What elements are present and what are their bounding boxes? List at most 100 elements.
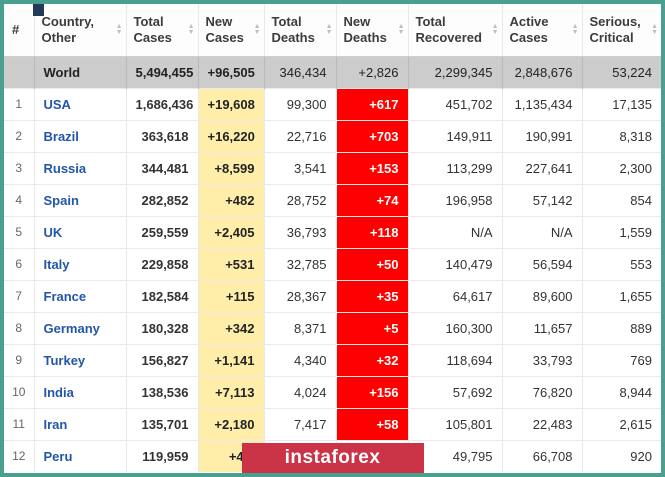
col-header-total-deaths[interactable]: Total Deaths ▲ ▼ xyxy=(263,4,336,57)
table-row: 6 Italy 229,858 +531 32,785 +50 140,479 56,594 5… xyxy=(4,247,661,280)
total-cases-cell: 363,618 xyxy=(125,119,198,152)
sort-icon[interactable]: ▲ ▼ xyxy=(115,22,123,36)
new-deaths-cell: +35 xyxy=(335,279,408,312)
country-link[interactable]: Peru xyxy=(43,448,73,464)
total-recovered-cell: 140,479 xyxy=(407,247,502,280)
col-header-active-cases-label: Active Cases xyxy=(509,13,549,45)
country-link[interactable]: Germany xyxy=(43,320,100,336)
col-header-country[interactable]: Country, Other ▲ ▼ xyxy=(33,4,126,57)
total-recovered-cell: 105,801 xyxy=(407,407,502,440)
rank-cell: 12 xyxy=(4,439,34,472)
country-link[interactable]: UK xyxy=(43,224,63,240)
col-header-rank-label: # xyxy=(12,21,20,37)
col-header-active-cases[interactable]: Active Cases ▲ ▼ xyxy=(501,4,582,57)
country-cell: Spain xyxy=(33,183,126,216)
active-cases-cell: N/A xyxy=(501,215,582,248)
total-cases-cell: 259,559 xyxy=(125,215,198,248)
total-cases-cell: 135,701 xyxy=(125,407,198,440)
total-cases-cell: 156,827 xyxy=(125,343,198,376)
total-recovered-cell: 196,958 xyxy=(407,183,502,216)
country-link[interactable]: USA xyxy=(43,96,71,112)
serious-critical-cell: 8,318 xyxy=(581,119,661,152)
serious-critical-cell: 53,224 xyxy=(581,55,661,88)
total-cases-cell: 180,328 xyxy=(125,311,198,344)
rank-cell: 8 xyxy=(4,311,34,344)
serious-critical-cell: 1,559 xyxy=(581,215,661,248)
country-cell: Russia xyxy=(33,151,126,184)
sort-icon[interactable]: ▲ ▼ xyxy=(397,22,405,36)
country-link[interactable]: Spain xyxy=(43,192,79,208)
col-header-serious-critical[interactable]: Serious, Critical ▲ ▼ xyxy=(581,4,661,57)
country-cell: Germany xyxy=(33,311,126,344)
total-cases-cell: 282,852 xyxy=(125,183,198,216)
new-deaths-cell: +74 xyxy=(335,183,408,216)
country-link[interactable]: France xyxy=(43,288,87,304)
total-deaths-cell: 99,300 xyxy=(263,87,336,120)
new-cases-cell: +7,113 xyxy=(197,375,264,408)
table-row: 8 Germany 180,328 +342 8,371 +5 160,300 11,657 8… xyxy=(4,311,661,344)
new-cases-cell: +96,505 xyxy=(197,55,264,88)
active-cases-cell: 11,657 xyxy=(501,311,582,344)
new-deaths-cell: +703 xyxy=(335,119,408,152)
active-cases-cell: 33,793 xyxy=(501,343,582,376)
table-row: 11 Iran 135,701 +2,180 7,417 +58 105,801 22,483… xyxy=(4,407,661,440)
col-header-total-cases[interactable]: Total Cases ▲ ▼ xyxy=(125,4,198,57)
serious-critical-cell: 920 xyxy=(581,439,661,472)
new-deaths-cell: +5 xyxy=(335,311,408,344)
world-row: World 5,494,455 +96,505 346,434 +2,826 2,299,… xyxy=(4,55,661,88)
country-cell: Brazil xyxy=(33,119,126,152)
table-row: 4 Spain 282,852 +482 28,752 +74 196,958 57,142 8… xyxy=(4,183,661,216)
country-cell: Italy xyxy=(33,247,126,280)
col-header-new-deaths-label: New Deaths xyxy=(343,13,387,45)
total-recovered-cell: N/A xyxy=(407,215,502,248)
total-deaths-cell: 346,434 xyxy=(263,55,336,88)
country-link[interactable]: Brazil xyxy=(43,128,79,144)
country-link[interactable]: Russia xyxy=(43,160,87,176)
covid-stats-table: # Country, Other ▲ ▼ Total Cases ▲ ▼ New C… xyxy=(4,4,661,472)
total-recovered-cell: 64,617 xyxy=(407,279,502,312)
active-cases-cell: 89,600 xyxy=(501,279,582,312)
sort-icon[interactable]: ▲ ▼ xyxy=(491,22,499,36)
country-link[interactable]: India xyxy=(43,384,74,400)
new-deaths-cell: +617 xyxy=(335,87,408,120)
new-cases-cell: +8,599 xyxy=(197,151,264,184)
country-link[interactable]: Iran xyxy=(43,416,68,432)
sort-icon[interactable]: ▲ ▼ xyxy=(253,22,261,36)
rank-cell: 3 xyxy=(4,151,34,184)
col-header-serious-critical-label: Serious, Critical xyxy=(589,13,641,45)
table-body: World 5,494,455 +96,505 346,434 +2,826 2,299,… xyxy=(4,55,661,472)
new-cases-cell: +342 xyxy=(197,311,264,344)
total-cases-cell: 1,686,436 xyxy=(125,87,198,120)
active-cases-cell: 227,641 xyxy=(501,151,582,184)
col-header-new-cases[interactable]: New Cases ▲ ▼ xyxy=(197,4,264,57)
sort-icon[interactable]: ▲ ▼ xyxy=(187,22,195,36)
sort-icon[interactable]: ▲ ▼ xyxy=(571,22,579,36)
col-header-rank: # xyxy=(4,4,34,57)
rank-cell: 9 xyxy=(4,343,34,376)
serious-critical-cell: 1,655 xyxy=(581,279,661,312)
col-header-country-label: Country, Other xyxy=(41,13,94,45)
rank-cell: 5 xyxy=(4,215,34,248)
rank-cell: 2 xyxy=(4,119,34,152)
country-cell: World xyxy=(33,55,126,88)
country-cell: Iran xyxy=(33,407,126,440)
total-recovered-cell: 113,299 xyxy=(407,151,502,184)
active-cases-cell: 190,991 xyxy=(501,119,582,152)
serious-critical-cell: 2,615 xyxy=(581,407,661,440)
country-cell: France xyxy=(33,279,126,312)
total-deaths-cell: 32,785 xyxy=(263,247,336,280)
new-cases-cell: +115 xyxy=(197,279,264,312)
col-header-new-deaths[interactable]: New Deaths ▲ ▼ xyxy=(335,4,408,57)
country-link[interactable]: Italy xyxy=(43,256,70,272)
total-recovered-cell: 149,911 xyxy=(407,119,502,152)
serious-critical-cell: 553 xyxy=(581,247,661,280)
sort-icon[interactable]: ▲ ▼ xyxy=(325,22,333,36)
new-deaths-cell: +118 xyxy=(335,215,408,248)
col-header-total-recovered[interactable]: Total Recovered ▲ ▼ xyxy=(407,4,502,57)
serious-critical-cell: 889 xyxy=(581,311,661,344)
sort-icon[interactable]: ▲ ▼ xyxy=(651,22,658,36)
total-deaths-cell: 36,793 xyxy=(263,215,336,248)
country-link[interactable]: Turkey xyxy=(43,352,86,368)
col-header-total-deaths-label: Total Deaths xyxy=(271,13,315,45)
total-deaths-cell: 4,340 xyxy=(263,343,336,376)
